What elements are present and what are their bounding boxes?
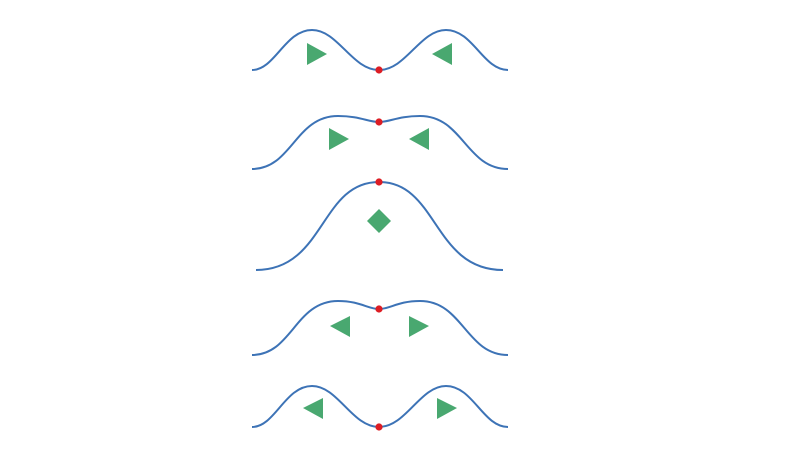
- panel-2: [251, 114, 509, 170]
- center-dot: [375, 423, 383, 431]
- center-dot: [375, 66, 383, 74]
- wave-curve: [251, 384, 509, 429]
- left-triangle-icon: [432, 43, 452, 65]
- panel-1: [251, 28, 509, 74]
- right-triangle-icon: [437, 398, 457, 419]
- panel-5: [251, 384, 509, 431]
- left-triangle-icon: [330, 316, 350, 337]
- left-triangle-icon: [409, 128, 429, 150]
- right-triangle-icon: [409, 316, 429, 337]
- right-triangle-icon: [329, 128, 349, 150]
- right-triangle-icon: [307, 43, 327, 65]
- center-dot: [375, 118, 383, 126]
- diamond-icon: [367, 209, 391, 233]
- center-dot: [375, 305, 383, 313]
- wave-curve: [251, 28, 509, 72]
- panel-4: [251, 299, 509, 356]
- panel-3: [255, 178, 504, 271]
- center-dot: [375, 178, 383, 186]
- left-triangle-icon: [303, 398, 323, 419]
